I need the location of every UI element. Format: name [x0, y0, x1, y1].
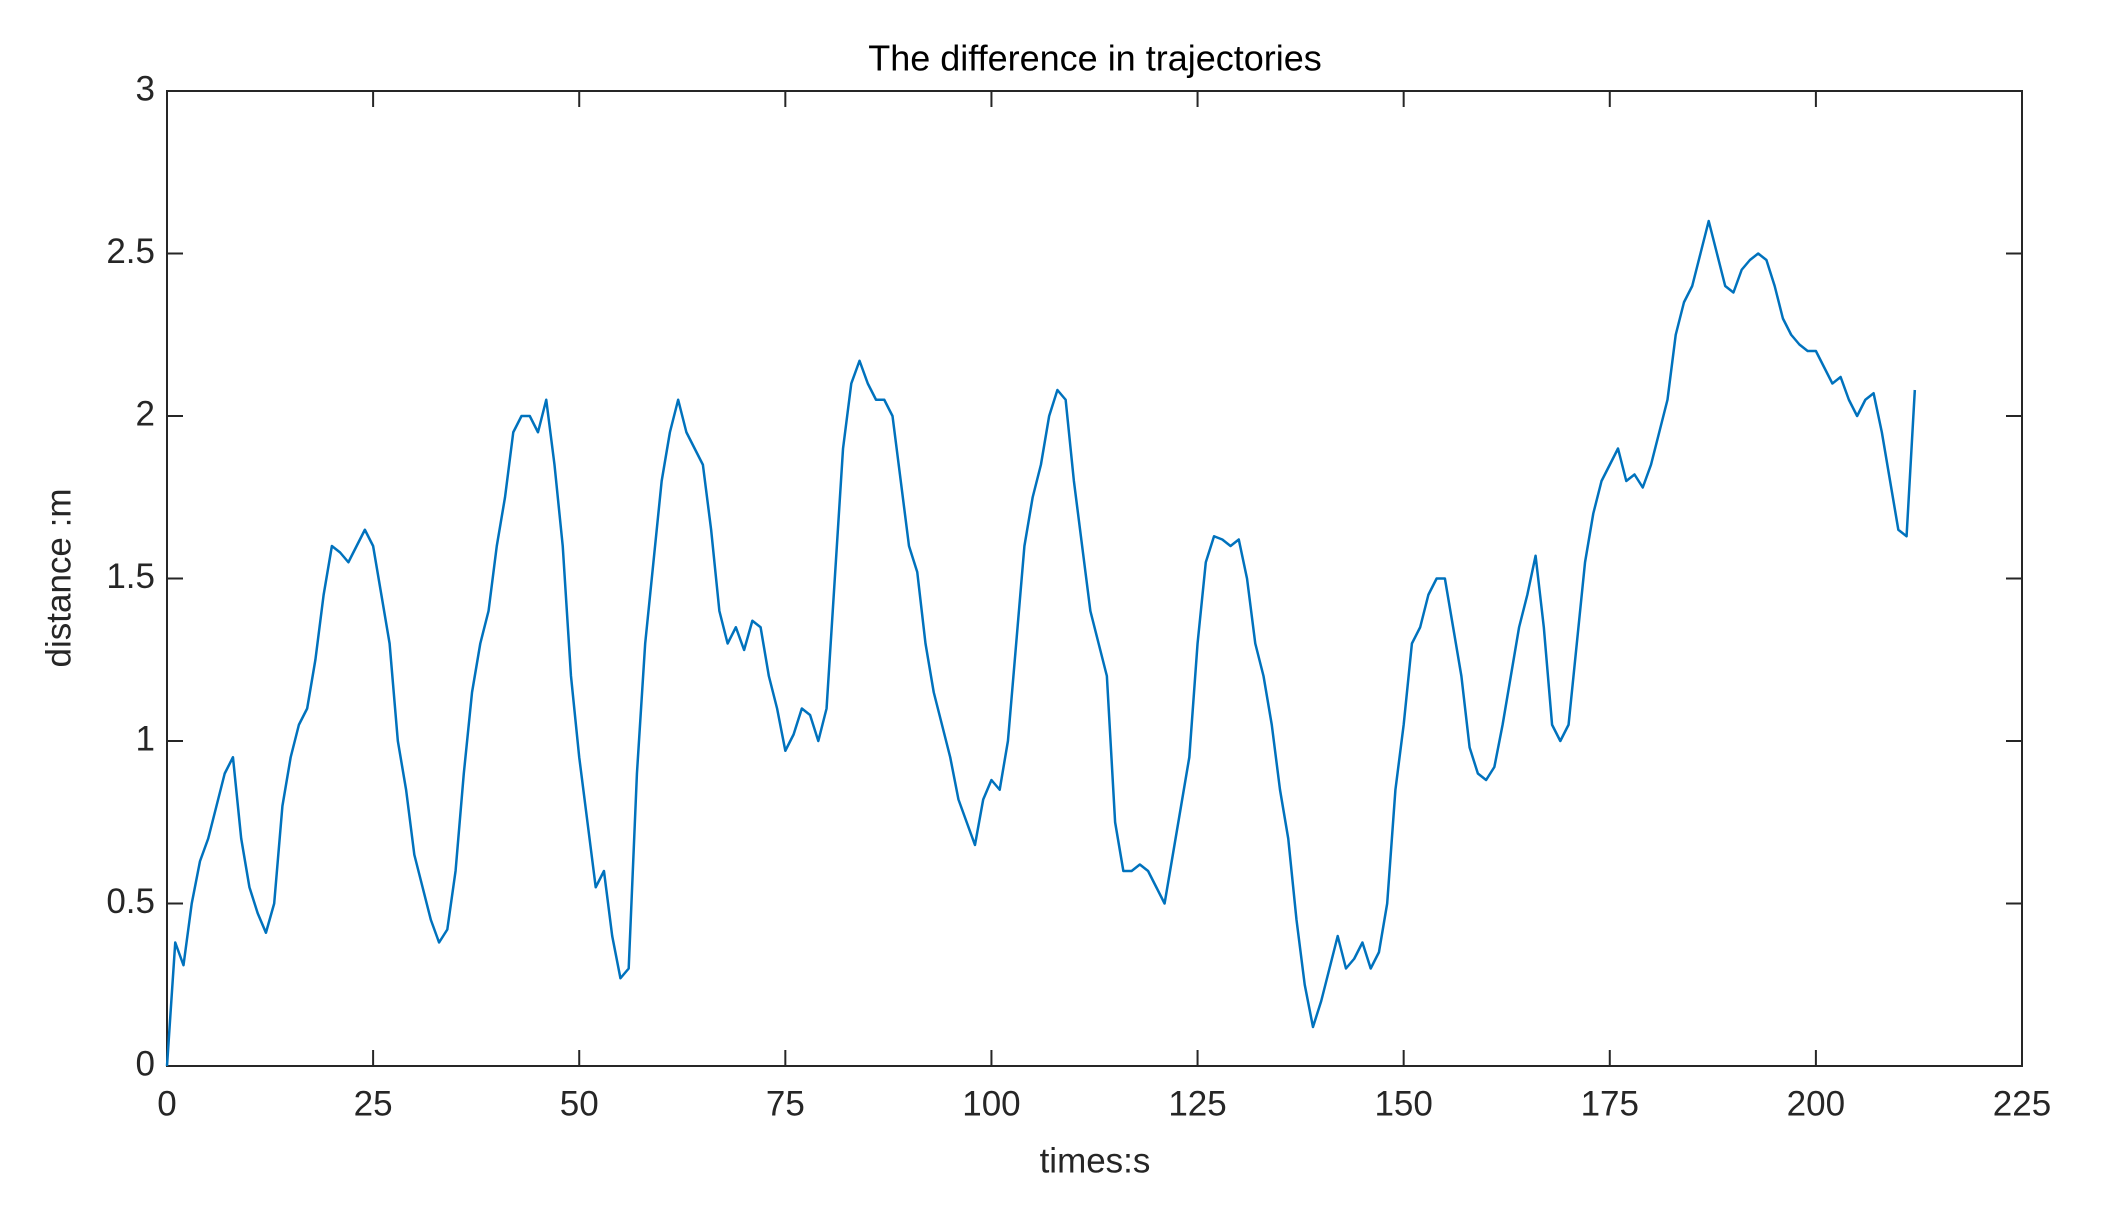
x-tick-label: 150 — [1374, 1084, 1432, 1123]
x-tick-label: 50 — [560, 1084, 599, 1123]
y-tick-label: 2.5 — [106, 232, 155, 271]
axes-box — [166, 90, 2023, 1067]
y-tick-label: 0 — [136, 1044, 155, 1083]
y-axis-label: distance :m — [39, 489, 78, 668]
x-tick-label: 225 — [1993, 1084, 2051, 1123]
x-axis-label: times:s — [1040, 1141, 1151, 1180]
x-tick-label: 200 — [1787, 1084, 1845, 1123]
y-tick-label: 1.5 — [106, 557, 155, 596]
data-line — [165, 219, 1917, 1067]
y-tick-label: 1 — [136, 719, 155, 758]
y-tick-label: 2 — [136, 394, 155, 433]
chart-title: The difference in trajectories — [868, 38, 1322, 79]
x-tick-label: 25 — [354, 1084, 393, 1123]
x-tick-label: 0 — [157, 1084, 176, 1123]
y-tick-label: 0.5 — [106, 882, 155, 921]
x-tick-label: 175 — [1581, 1084, 1639, 1123]
x-tick-label: 125 — [1168, 1084, 1226, 1123]
x-tick-label: 100 — [962, 1084, 1020, 1123]
x-tick-label: 75 — [766, 1084, 805, 1123]
y-tick-label: 3 — [136, 69, 155, 108]
